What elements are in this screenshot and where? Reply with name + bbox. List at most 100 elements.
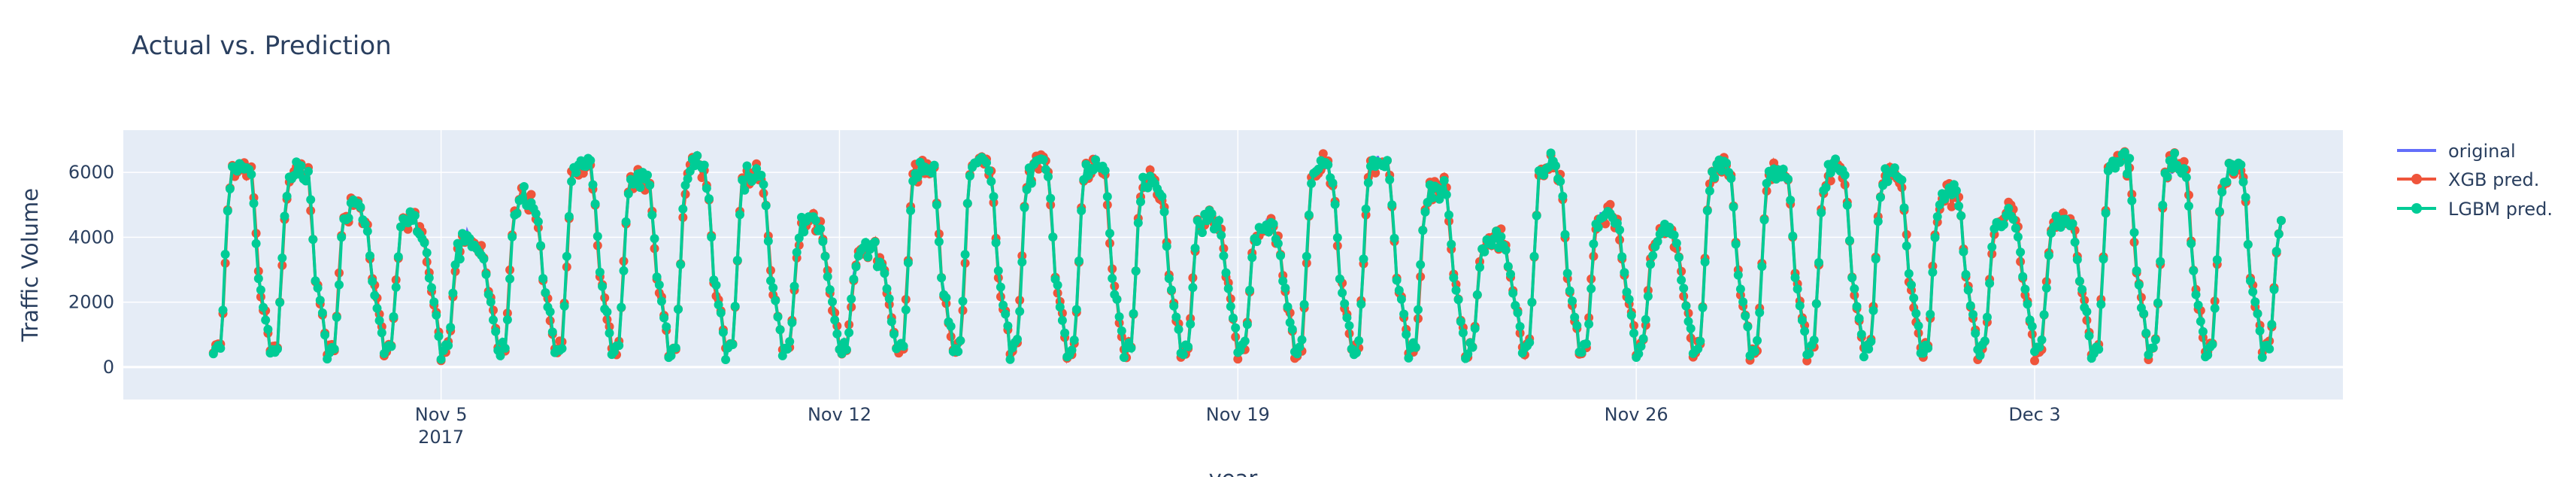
data-point	[2101, 208, 2111, 218]
data-point	[794, 233, 804, 243]
data-point	[1624, 294, 1634, 304]
data-point	[1722, 158, 1731, 168]
data-point	[1387, 200, 1397, 210]
data-point	[225, 184, 235, 193]
series-layer	[208, 146, 2286, 366]
data-point	[1753, 336, 1762, 345]
data-point	[1126, 343, 1136, 353]
data-point	[1105, 229, 1114, 238]
data-point	[1480, 247, 1490, 257]
legend-item-original[interactable]: original	[2397, 141, 2516, 162]
data-point	[1252, 237, 1262, 246]
data-point	[2255, 326, 2265, 336]
data-point	[2127, 196, 2137, 205]
data-point	[2196, 317, 2205, 327]
legend-item-xgb[interactable]: XGB pred.	[2397, 169, 2539, 190]
data-point	[2084, 331, 2094, 341]
data-point	[1299, 299, 1309, 309]
data-point	[1665, 223, 1674, 232]
data-point	[1529, 251, 1539, 261]
data-point	[1198, 228, 1207, 238]
data-point	[1439, 176, 1449, 185]
data-point	[982, 158, 991, 168]
data-point	[1344, 321, 1354, 330]
data-point	[886, 317, 896, 327]
data-point	[2125, 153, 2135, 163]
legend-label-original: original	[2448, 141, 2516, 162]
data-point	[989, 192, 999, 202]
data-point	[1515, 322, 1525, 331]
data-point	[645, 181, 655, 190]
data-point	[1587, 284, 1596, 293]
data-point	[1845, 235, 1854, 245]
data-point	[2222, 177, 2232, 187]
data-point	[666, 351, 676, 360]
data-point	[251, 238, 261, 248]
data-point	[2153, 298, 2162, 308]
data-point	[903, 258, 913, 268]
data-point	[787, 317, 797, 327]
data-point	[1053, 281, 1062, 290]
data-point	[1710, 173, 1720, 182]
data-point	[2129, 228, 2139, 237]
data-point	[702, 184, 711, 193]
data-point	[1048, 232, 1058, 242]
data-point	[337, 232, 347, 242]
data-point	[1797, 315, 1807, 325]
data-point	[1451, 285, 1461, 295]
data-point	[1307, 178, 1317, 188]
data-point	[1392, 275, 1402, 285]
data-point	[1287, 324, 1297, 334]
data-point	[520, 182, 529, 191]
data-point	[2011, 223, 2020, 233]
data-point	[1114, 312, 1124, 321]
data-point	[216, 343, 226, 353]
data-point	[932, 200, 941, 210]
data-point	[1755, 308, 1765, 317]
data-point	[1390, 233, 1399, 243]
y-tick-label: 0	[103, 357, 114, 378]
data-point	[1698, 302, 1708, 312]
data-point	[1923, 343, 1933, 353]
data-point	[1705, 186, 1714, 196]
data-point	[1020, 202, 1029, 212]
data-point	[1129, 308, 1138, 318]
data-point	[2191, 290, 2201, 299]
data-point	[929, 160, 939, 170]
data-point	[218, 305, 228, 315]
data-point	[1231, 323, 1241, 333]
data-point	[1677, 275, 1687, 285]
data-point	[1138, 172, 1148, 182]
legend[interactable]: original XGB pred. LGBM pred.	[2397, 141, 2553, 220]
data-point	[1954, 201, 1964, 211]
data-point	[830, 315, 840, 325]
data-point	[1044, 172, 1053, 181]
data-point	[1669, 230, 1679, 240]
data-point	[752, 164, 762, 174]
data-point	[1968, 310, 1977, 319]
data-point	[2016, 248, 2026, 257]
data-point	[889, 330, 899, 339]
data-point	[2148, 343, 2158, 353]
data-point	[993, 266, 1003, 275]
data-point	[2246, 276, 2255, 286]
legend-item-lgbm[interactable]: LGBM pred.	[2397, 199, 2553, 220]
data-point	[1646, 260, 1656, 269]
data-point	[1570, 312, 1580, 322]
data-point	[1041, 165, 1050, 175]
data-point	[884, 294, 894, 303]
data-point	[1778, 164, 1788, 174]
data-point	[2198, 327, 2208, 336]
data-point	[2094, 345, 2104, 354]
y-axis-title: Traffic Volume	[17, 188, 43, 342]
data-point	[621, 217, 631, 226]
data-point	[1418, 226, 1428, 235]
data-point	[1046, 193, 1056, 203]
data-point	[984, 166, 994, 175]
data-point	[880, 269, 889, 278]
data-point	[1264, 227, 1274, 237]
data-point	[1811, 299, 1821, 308]
data-point	[1961, 269, 1971, 279]
data-point	[901, 305, 911, 314]
data-point	[444, 341, 453, 351]
